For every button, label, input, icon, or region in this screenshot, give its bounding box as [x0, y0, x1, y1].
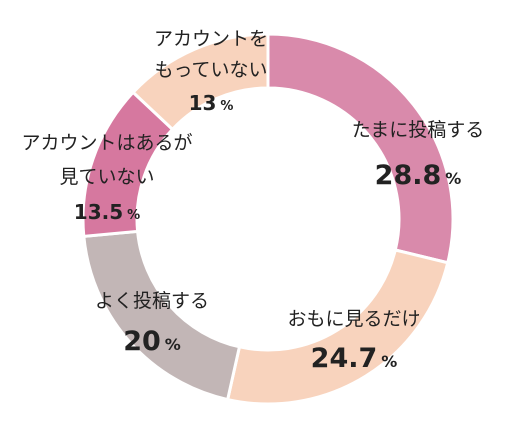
slice-5-label-line-1: アカウントを: [154, 28, 268, 50]
slice-3-value-unit: %: [165, 335, 181, 354]
donut-slices: [81, 32, 455, 406]
slice-1-value-number: 28.8: [375, 160, 442, 191]
slice-3-value-number: 20: [123, 326, 161, 357]
slice-4-value-number: 13.5: [74, 200, 123, 224]
slice-4-value-label: 13.5%: [74, 200, 140, 224]
slice-4-value-unit: %: [127, 208, 140, 223]
slice-5-value-number: 13: [189, 91, 217, 115]
slice-3-arc: [82, 229, 242, 402]
slice-2-value-unit: %: [381, 352, 397, 371]
slice-5-arc: [131, 32, 270, 132]
slice-4-label-line-1: アカウントはあるが: [21, 132, 192, 154]
slice-2-value-number: 24.7: [311, 343, 378, 374]
slice-5-label-line-2: もっていない: [154, 59, 267, 81]
slice-1-arc: [266, 32, 455, 265]
slice-5-value-unit: %: [220, 99, 233, 114]
slice-3-value-label: 20%: [123, 326, 181, 357]
donut-labels: たまに投稿する 28.8 % おもに見るだけ 24.7 % よく投稿する 20 % アカウントはあ…: [21, 28, 484, 374]
slice-1-label-line-1: たまに投稿する: [352, 119, 484, 141]
slice-1-value-unit: %: [445, 169, 461, 188]
slice-5-value-label: 13%: [189, 91, 234, 115]
slice-3-label-line-1: よく投稿する: [95, 290, 209, 312]
slice-2-label-line-1: おもに見るだけ: [287, 308, 420, 330]
slice-2-value-label: 24.7%: [311, 343, 398, 374]
slice-1-value-label: 28.8%: [375, 160, 462, 191]
slice-4-label-line-2: 見ていない: [59, 166, 154, 188]
